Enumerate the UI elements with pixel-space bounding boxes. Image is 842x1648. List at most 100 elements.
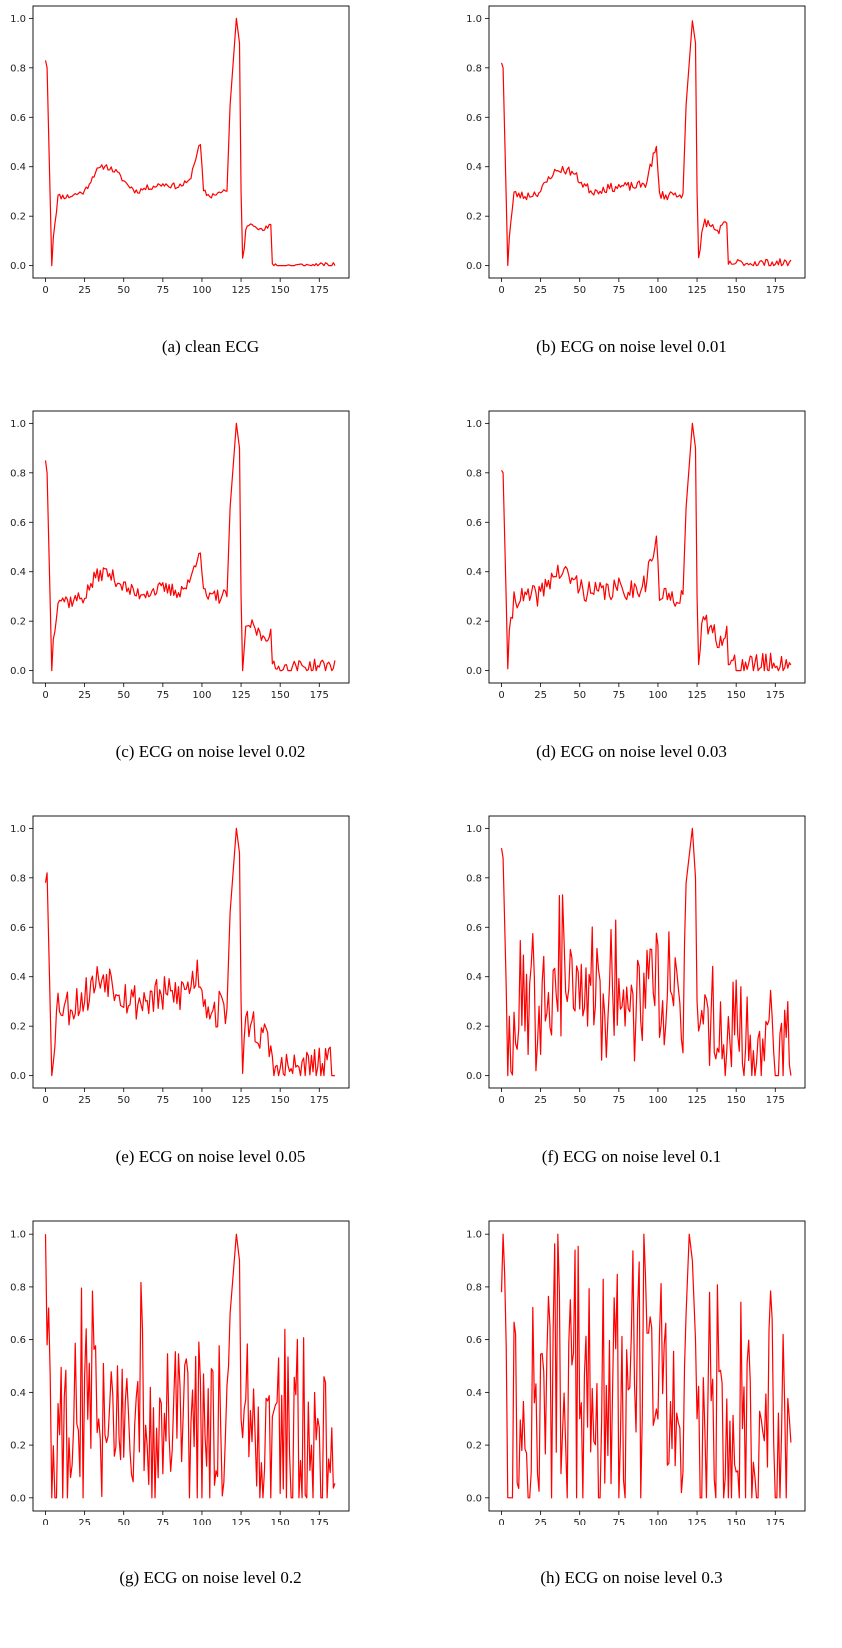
x-tick-label: 25 [534,690,547,701]
y-tick-label: 1.0 [466,824,482,835]
plot-frame [488,410,806,684]
x-tick-label: 150 [727,1095,746,1106]
x-tick-label: 25 [78,285,91,296]
ecg-plot-b: 0.0 0.2 0.4 0.6 0.8 1.0 0 25 50 75 100 125 150 175 [466,5,806,296]
chart-panel-h: 0.0 0.2 0.4 0.6 0.8 1.0 0 25 50 75 100 125 150 175 (h… [421,1215,842,1627]
y-tick-label: 0.2 [466,212,482,223]
y-tick-label: 0.4 [10,972,26,983]
x-tick-label: 100 [648,285,667,296]
y-tick-label: 0.6 [466,923,482,934]
x-tick-label: 75 [156,1518,169,1525]
y-tick-label: 0.8 [466,468,482,479]
ecg-series-line [44,422,336,672]
x-tick-label: 75 [612,690,625,701]
chart-caption: (e) ECG on noise level 0.05 [115,1147,306,1166]
x-tick-label: 50 [117,690,130,701]
y-tick-label: 0.0 [466,666,482,677]
x-tick-label: 0 [498,285,504,296]
ecg-series-line [500,1233,792,1499]
plot-frame [488,815,806,1089]
ecg-series-line [500,827,792,1077]
chart-caption: (g) ECG on noise level 0.2 [119,1568,302,1587]
x-tick-label: 75 [156,1095,169,1106]
chart-caption: (h) ECG on noise level 0.3 [540,1568,723,1587]
x-tick-label: 150 [271,690,290,701]
ecg-plot-e: 0.0 0.2 0.4 0.6 0.8 1.0 0 25 50 75 100 125 150 175 [10,815,350,1106]
ecg-plot-g: 0.0 0.2 0.4 0.6 0.8 1.0 0 25 50 75 100 125 150 175 [10,1220,350,1525]
x-tick-label: 175 [310,690,329,701]
x-tick-label: 25 [534,1095,547,1106]
y-tick-label: 0.6 [466,518,482,529]
y-tick-label: 0.4 [10,1388,26,1399]
x-tick-label: 0 [42,285,48,296]
y-tick-label: 0.4 [466,972,482,983]
y-tick-label: 0.6 [10,923,26,934]
x-tick-label: 25 [78,1095,91,1106]
x-tick-label: 100 [192,690,211,701]
y-tick-label: 0.0 [466,1493,482,1504]
x-tick-label: 175 [766,1518,785,1525]
y-tick-label: 0.0 [10,261,26,272]
y-tick-label: 0.6 [466,113,482,124]
y-tick-label: 0.2 [10,1022,26,1033]
y-tick-label: 0.2 [10,617,26,628]
y-tick-label: 0.6 [10,113,26,124]
x-tick-label: 50 [573,1518,586,1525]
x-tick-label: 150 [271,1518,290,1525]
plot-frame [488,5,806,279]
ecg-series-line [44,17,336,267]
chart-panel-a: 0.0 0.2 0.4 0.6 0.8 1.0 0 25 50 75 100 125 150 175 (a… [0,0,421,412]
x-tick-label: 150 [271,285,290,296]
x-tick-label: 50 [117,285,130,296]
y-tick-label: 0.8 [466,1282,482,1293]
y-tick-label: 0.8 [10,873,26,884]
y-tick-label: 1.0 [10,14,26,25]
ecg-plot-a: 0.0 0.2 0.4 0.6 0.8 1.0 0 25 50 75 100 125 150 175 [10,5,350,296]
x-tick-label: 175 [310,285,329,296]
y-tick-label: 0.8 [10,468,26,479]
ecg-plot-c: 0.0 0.2 0.4 0.6 0.8 1.0 0 25 50 75 100 125 150 175 [10,410,350,701]
x-tick-label: 25 [534,285,547,296]
y-tick-label: 0.4 [466,1388,482,1399]
x-tick-label: 125 [232,1518,251,1525]
x-tick-label: 25 [78,690,91,701]
y-tick-label: 0.0 [466,1071,482,1082]
x-tick-label: 50 [573,285,586,296]
x-tick-label: 25 [534,1518,547,1525]
x-tick-label: 100 [192,1095,211,1106]
chart-panel-g: 0.0 0.2 0.4 0.6 0.8 1.0 0 25 50 75 100 125 150 175 (g… [0,1215,421,1627]
x-tick-label: 100 [192,285,211,296]
x-tick-label: 125 [688,285,707,296]
ecg-series-line [44,1233,336,1499]
x-tick-label: 125 [688,690,707,701]
chart-panel-d: 0.0 0.2 0.4 0.6 0.8 1.0 0 25 50 75 100 125 150 175 (d… [421,405,842,817]
y-tick-label: 0.2 [466,1441,482,1452]
x-tick-label: 100 [648,1095,667,1106]
chart-caption: (b) ECG on noise level 0.01 [536,337,727,356]
x-tick-label: 175 [766,1095,785,1106]
x-tick-label: 0 [498,1518,504,1525]
x-tick-label: 150 [727,690,746,701]
x-tick-label: 50 [573,1095,586,1106]
y-tick-label: 0.2 [466,617,482,628]
x-tick-label: 75 [612,1518,625,1525]
x-tick-label: 0 [42,1095,48,1106]
y-tick-label: 0.0 [10,666,26,677]
x-tick-label: 50 [117,1095,130,1106]
x-tick-label: 125 [688,1518,707,1525]
y-tick-label: 0.0 [10,1071,26,1082]
ecg-plot-f: 0.0 0.2 0.4 0.6 0.8 1.0 0 25 50 75 100 125 150 175 [466,815,806,1106]
y-tick-label: 0.8 [466,873,482,884]
ecg-series-line [44,827,335,1077]
y-tick-label: 0.4 [466,567,482,578]
plot-frame [32,410,350,684]
plot-frame [32,5,350,279]
x-tick-label: 75 [156,690,169,701]
x-tick-label: 175 [310,1095,329,1106]
x-tick-label: 175 [766,285,785,296]
y-tick-label: 0.2 [10,1441,26,1452]
x-tick-label: 150 [727,285,746,296]
x-tick-label: 125 [232,690,251,701]
x-tick-label: 75 [612,1095,625,1106]
chart-panel-c: 0.0 0.2 0.4 0.6 0.8 1.0 0 25 50 75 100 125 150 175 (c… [0,405,421,817]
